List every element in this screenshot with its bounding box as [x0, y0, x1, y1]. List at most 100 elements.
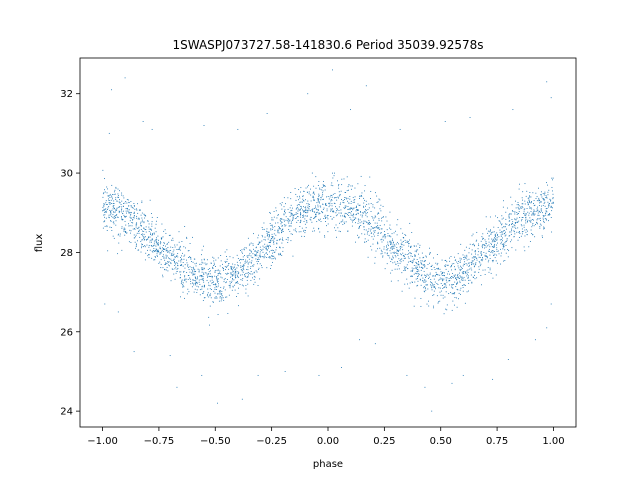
data-point — [473, 277, 475, 278]
data-point — [548, 204, 550, 206]
data-point — [279, 219, 281, 221]
data-point — [338, 206, 340, 208]
data-point — [255, 246, 257, 248]
data-point — [182, 286, 184, 288]
data-point — [351, 211, 352, 212]
data-point — [118, 201, 120, 203]
data-point — [263, 246, 265, 248]
data-point — [442, 271, 444, 273]
data-point — [219, 291, 221, 293]
data-point — [420, 284, 422, 286]
data-point — [430, 281, 432, 283]
data-point — [502, 206, 504, 208]
data-point — [277, 214, 279, 216]
data-point — [425, 277, 426, 278]
data-point — [237, 281, 238, 283]
data-point — [475, 253, 476, 255]
data-point — [369, 223, 371, 225]
data-point — [328, 202, 330, 204]
data-point — [128, 223, 129, 225]
data-point — [173, 253, 175, 255]
data-point — [288, 225, 290, 227]
data-point — [423, 264, 425, 266]
data-point — [119, 202, 121, 204]
data-point — [111, 196, 113, 198]
data-point — [378, 226, 380, 228]
data-point — [478, 251, 480, 253]
data-point — [319, 205, 321, 207]
x-tick-label: 1.00 — [542, 436, 564, 447]
data-point — [458, 298, 459, 300]
data-point — [495, 215, 496, 217]
data-point — [124, 234, 126, 236]
data-point — [452, 284, 453, 286]
data-point — [102, 227, 104, 229]
data-point — [219, 293, 221, 295]
data-point — [128, 202, 130, 204]
data-point — [369, 230, 371, 232]
data-point — [449, 273, 450, 275]
data-point — [527, 204, 529, 206]
data-point — [272, 236, 273, 238]
data-point — [192, 261, 194, 263]
data-point — [287, 208, 289, 210]
data-point — [523, 246, 525, 248]
data-point — [552, 198, 554, 200]
data-point — [354, 218, 356, 220]
data-point — [212, 256, 214, 258]
data-point — [423, 270, 425, 272]
data-point — [192, 273, 194, 275]
data-point — [451, 286, 453, 288]
data-point — [521, 217, 523, 218]
data-point — [262, 228, 264, 230]
data-point — [524, 250, 526, 252]
data-point — [413, 245, 415, 247]
data-point — [225, 266, 227, 268]
data-point — [212, 266, 213, 268]
data-point — [296, 207, 298, 209]
data-point — [163, 256, 165, 258]
data-point — [427, 274, 429, 276]
data-point — [201, 259, 203, 261]
data-point — [210, 293, 212, 295]
data-point — [301, 227, 303, 229]
data-point — [527, 230, 528, 232]
data-point — [520, 220, 522, 222]
data-point — [194, 273, 196, 275]
data-point — [212, 275, 213, 277]
data-point — [541, 210, 543, 212]
data-point — [239, 284, 241, 285]
data-point — [359, 222, 361, 224]
data-point — [263, 257, 265, 259]
data-point — [318, 212, 320, 214]
data-point — [489, 230, 491, 232]
data-point — [187, 266, 189, 268]
data-point — [172, 247, 174, 248]
data-point — [128, 241, 130, 243]
data-point — [410, 255, 412, 257]
data-point — [416, 251, 417, 253]
outlier-point — [169, 355, 171, 357]
data-point — [510, 196, 512, 198]
data-point — [184, 267, 186, 269]
data-point — [501, 231, 503, 232]
data-point — [372, 217, 374, 219]
data-point — [209, 295, 211, 297]
data-point — [359, 195, 361, 197]
data-point — [170, 255, 172, 257]
data-point — [284, 220, 285, 222]
data-point — [281, 218, 283, 220]
data-point — [545, 212, 546, 214]
data-point — [473, 244, 475, 246]
data-point — [453, 284, 455, 285]
data-point — [271, 228, 273, 230]
data-point — [259, 278, 261, 280]
data-point — [505, 231, 506, 233]
data-point — [103, 192, 105, 194]
data-point — [326, 210, 328, 212]
data-point — [290, 233, 292, 235]
data-point — [117, 195, 119, 197]
data-point — [301, 206, 302, 208]
data-point — [187, 265, 189, 267]
